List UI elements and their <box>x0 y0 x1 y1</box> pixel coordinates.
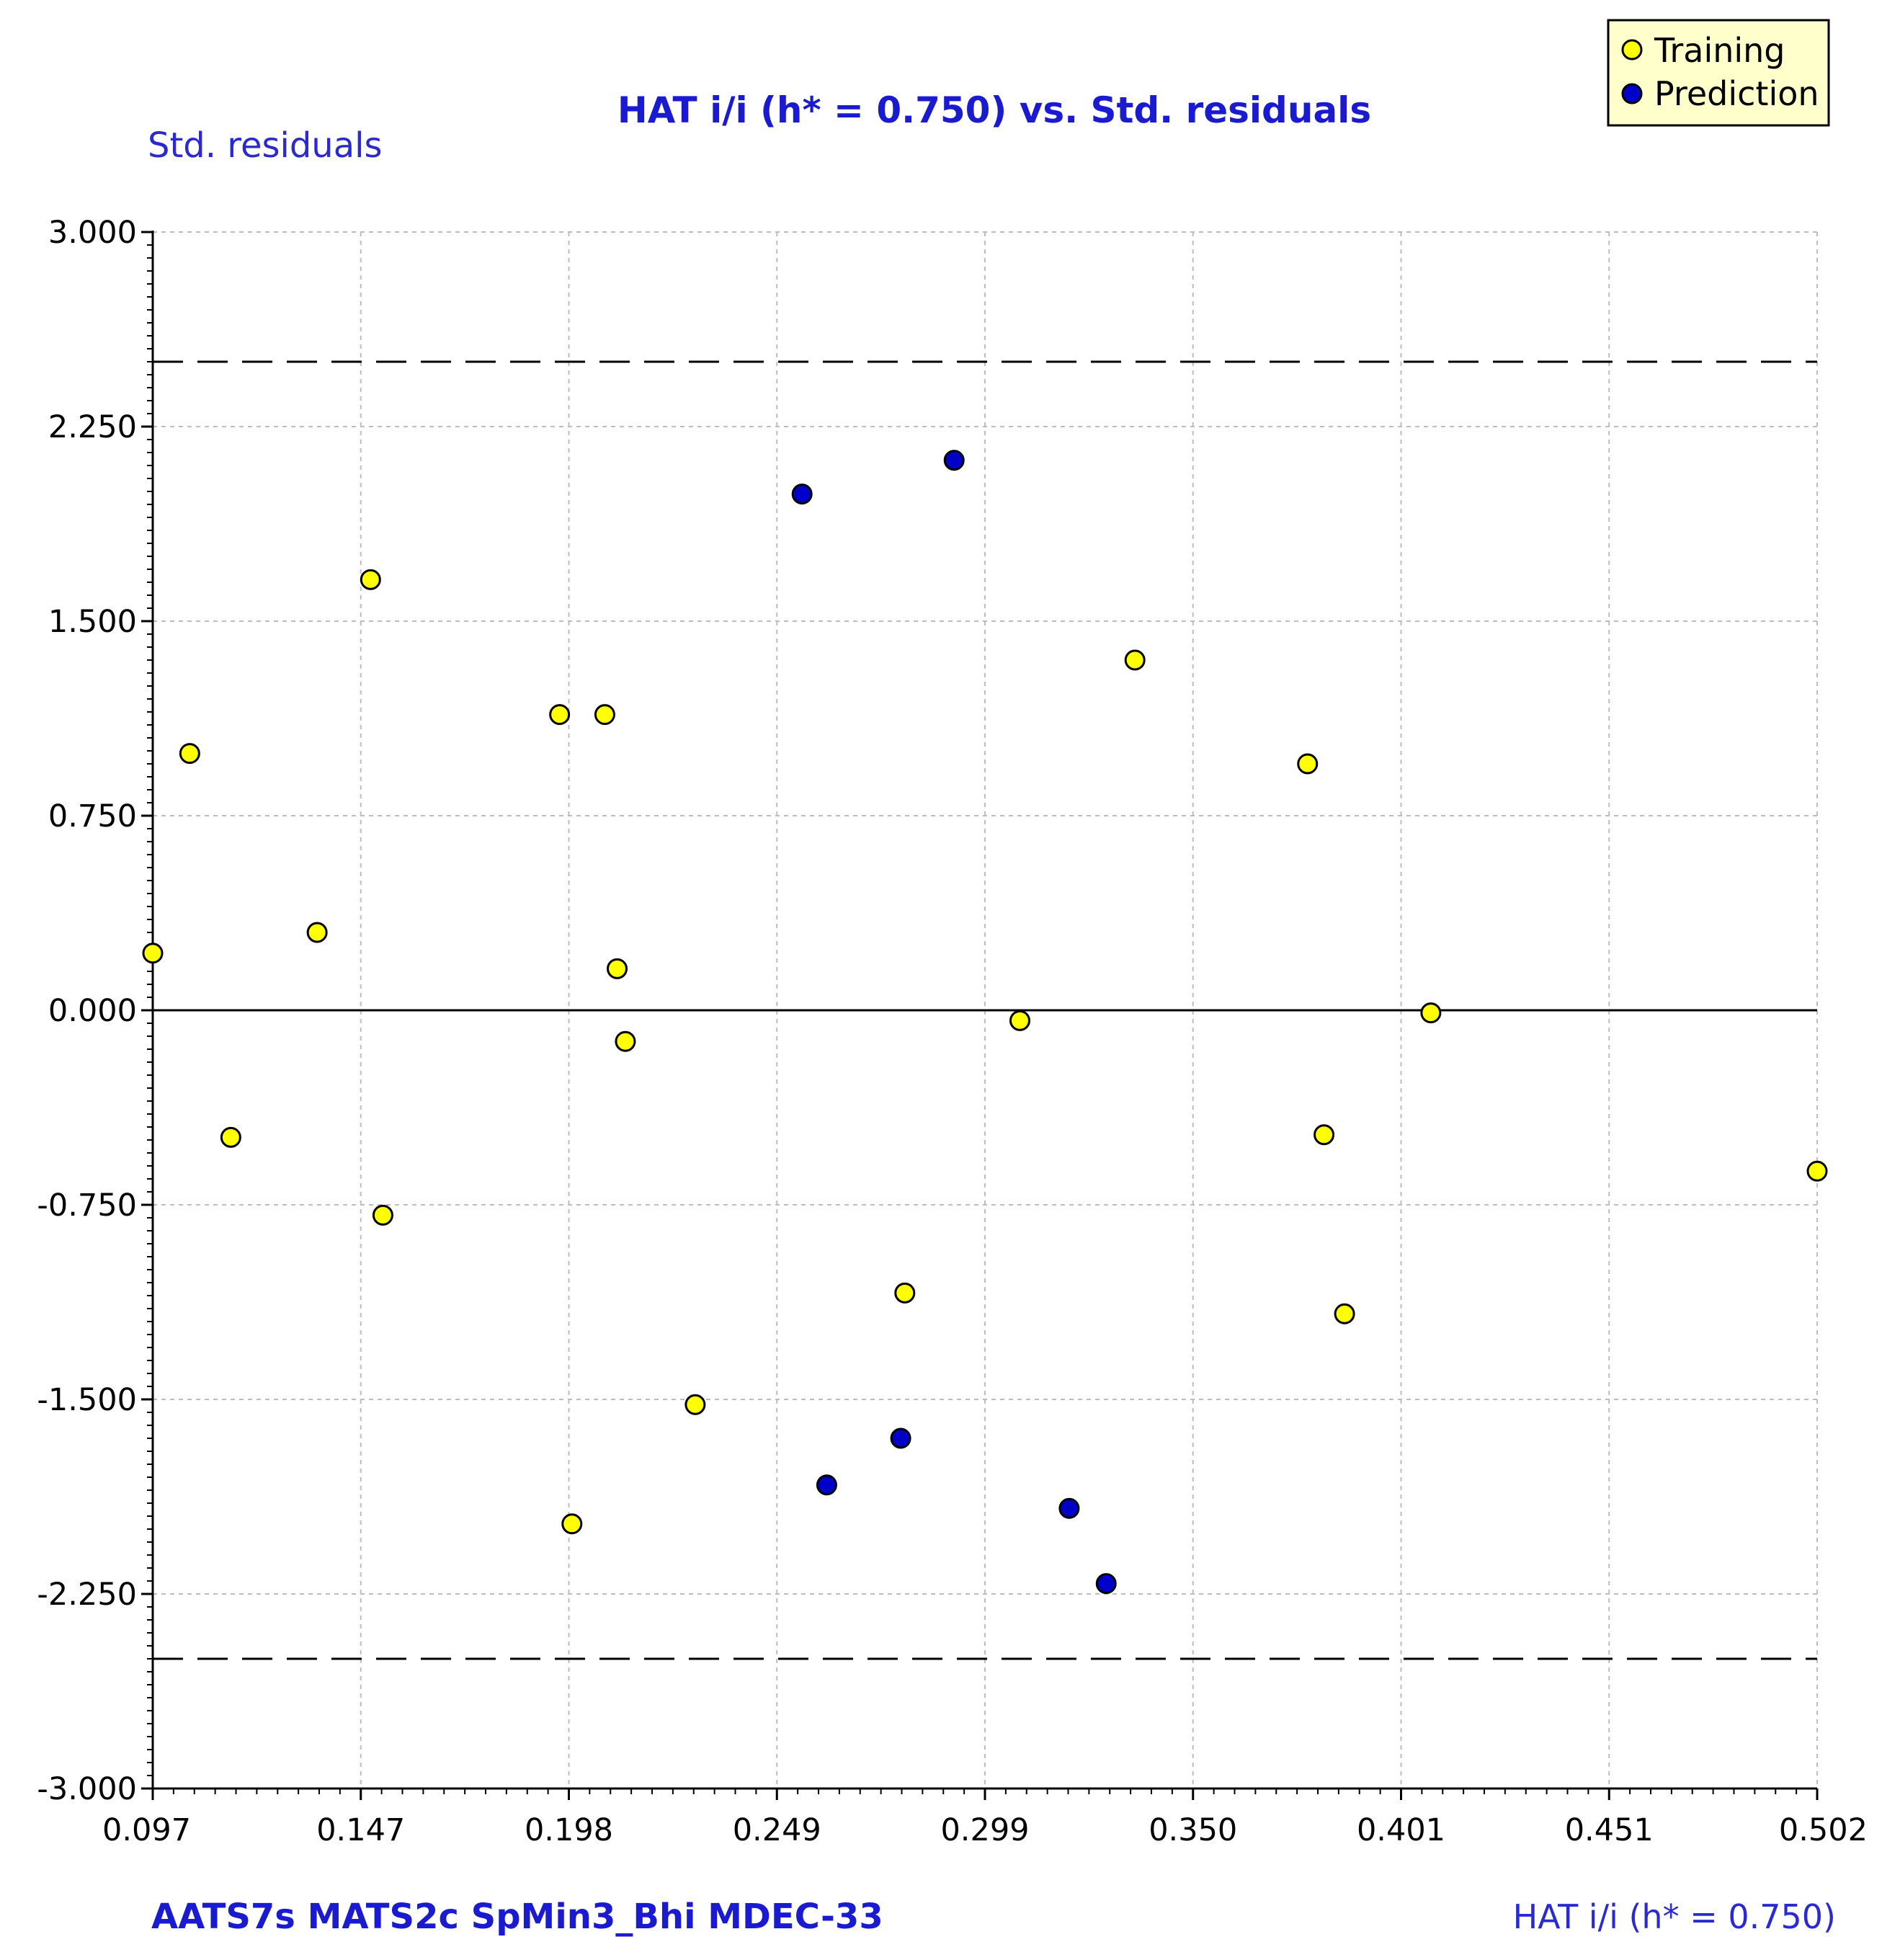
training-point <box>561 1513 583 1535</box>
x-tick-label: 0.401 <box>1357 1812 1445 1848</box>
legend-box <box>1607 19 1830 127</box>
y-axis-label: Std. residuals <box>148 125 382 166</box>
x-axis-label: HAT i/i (h* = 0.750) <box>1513 1897 1836 1936</box>
training-point <box>894 1282 916 1304</box>
tick-labels: 3.000 2.250 1.500 0.750 0.000 -0.750 -1.500 -2.… <box>37 215 1868 1848</box>
training-point <box>549 704 571 726</box>
y-tick-label: -1.500 <box>37 1382 137 1418</box>
x-tick-label: 0.451 <box>1565 1812 1654 1848</box>
y-tick-label: 0.000 <box>48 993 137 1029</box>
training-point <box>615 1030 636 1052</box>
y-tick-label: 0.750 <box>48 798 137 834</box>
training-point <box>1806 1160 1828 1182</box>
training-point <box>306 922 328 943</box>
training-point <box>220 1126 241 1148</box>
y-tick-label: -3.000 <box>37 1771 137 1807</box>
training-point <box>594 704 615 726</box>
prediction-point <box>816 1474 837 1496</box>
legend-training-label: Training <box>1654 31 1785 70</box>
prediction-point <box>1095 1573 1117 1595</box>
x-tick-label: 0.502 <box>1779 1812 1868 1848</box>
legend-prediction-label: Prediction <box>1654 74 1819 113</box>
legend-training-marker <box>1621 39 1643 61</box>
x-tick-label: 0.198 <box>525 1812 613 1848</box>
chart-title: HAT i/i (h* = 0.750) vs. Std. residuals <box>617 89 1371 131</box>
reference-lines <box>153 360 1817 1660</box>
training-point <box>1124 649 1146 671</box>
descriptor-list: AATS7s MATS2c SpMin3_Bhi MDEC-33 <box>151 1897 883 1937</box>
y-tick-label: -0.750 <box>37 1188 137 1224</box>
data-points <box>142 450 1828 1595</box>
training-point <box>607 958 628 979</box>
prediction-point <box>943 450 965 471</box>
x-tick-label: 0.249 <box>733 1812 821 1848</box>
training-point <box>1009 1010 1030 1031</box>
training-point <box>1297 753 1319 775</box>
training-point <box>372 1204 393 1226</box>
training-point <box>1314 1124 1335 1146</box>
x-tick-label: 0.097 <box>102 1812 191 1848</box>
x-tick-label: 0.147 <box>316 1812 405 1848</box>
x-tick-label: 0.350 <box>1149 1812 1237 1848</box>
legend-prediction-marker <box>1621 83 1643 104</box>
x-tick-label: 0.299 <box>940 1812 1029 1848</box>
prediction-point <box>1058 1497 1080 1519</box>
y-tick-label: 1.500 <box>48 604 137 640</box>
training-point <box>1420 1002 1442 1024</box>
prediction-point <box>791 484 813 505</box>
legend: Training Prediction <box>1607 19 1830 127</box>
y-tick-label: -2.250 <box>37 1577 137 1613</box>
axes <box>141 231 1819 1800</box>
training-point <box>1334 1303 1355 1324</box>
training-point <box>142 943 164 964</box>
training-point <box>179 743 200 765</box>
training-point <box>360 569 381 590</box>
y-tick-label: 2.250 <box>48 409 137 445</box>
y-tick-label: 3.000 <box>48 215 137 251</box>
prediction-point <box>890 1427 911 1449</box>
training-point <box>684 1394 706 1415</box>
